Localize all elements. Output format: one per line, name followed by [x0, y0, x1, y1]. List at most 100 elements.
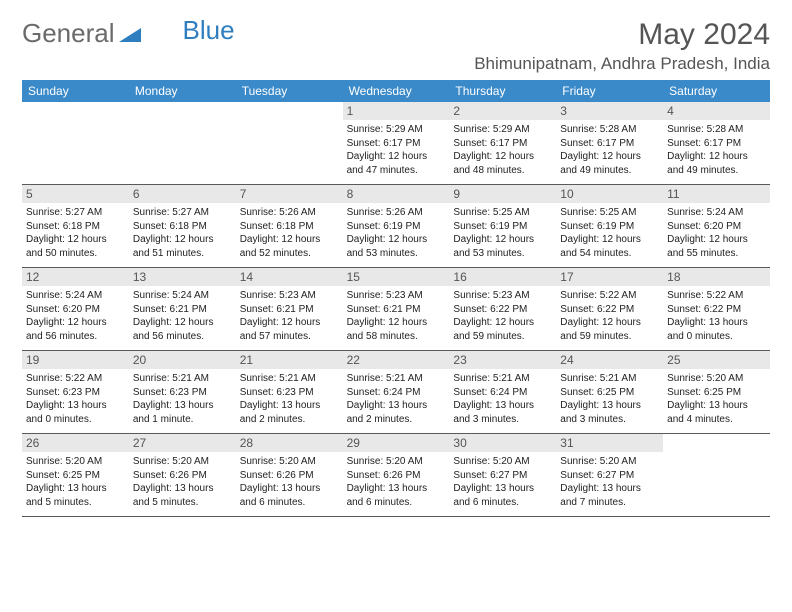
- day-number: 16: [449, 268, 556, 286]
- sun-info: Sunrise: 5:20 AMSunset: 6:26 PMDaylight:…: [133, 455, 232, 509]
- sun-info: Sunrise: 5:22 AMSunset: 6:22 PMDaylight:…: [560, 289, 659, 343]
- brand-triangle-icon: [119, 18, 141, 49]
- sun-info: Sunrise: 5:25 AMSunset: 6:19 PMDaylight:…: [560, 206, 659, 260]
- sun-info: Sunrise: 5:20 AMSunset: 6:27 PMDaylight:…: [453, 455, 552, 509]
- day-cell: 18Sunrise: 5:22 AMSunset: 6:22 PMDayligh…: [663, 268, 770, 350]
- day-number: 21: [236, 351, 343, 369]
- day-number: 2: [449, 102, 556, 120]
- location: Bhimunipatnam, Andhra Pradesh, India: [474, 54, 770, 74]
- day-number: 28: [236, 434, 343, 452]
- sun-info: Sunrise: 5:20 AMSunset: 6:25 PMDaylight:…: [26, 455, 125, 509]
- day-cell: 31Sunrise: 5:20 AMSunset: 6:27 PMDayligh…: [556, 434, 663, 516]
- day-number: 17: [556, 268, 663, 286]
- sun-info: Sunrise: 5:28 AMSunset: 6:17 PMDaylight:…: [667, 123, 766, 177]
- day-number: 15: [343, 268, 450, 286]
- sun-info: Sunrise: 5:27 AMSunset: 6:18 PMDaylight:…: [26, 206, 125, 260]
- day-cell: 30 Sunrise: 5:20 AMSunset: 6:27 PMDayligh…: [449, 434, 556, 516]
- day-number: 9: [449, 185, 556, 203]
- sun-info: Sunrise: 5:21 AMSunset: 6:24 PMDaylight:…: [453, 372, 552, 426]
- day-number: 27: [129, 434, 236, 452]
- weekday-header: Friday: [556, 80, 663, 102]
- sun-info: Sunrise: 5:24 AMSunset: 6:20 PMDaylight:…: [667, 206, 766, 260]
- sun-info: Sunrise: 5:23 AMSunset: 6:21 PMDaylight:…: [240, 289, 339, 343]
- brand-logo: General Blue: [22, 18, 235, 49]
- week-row: 26 Sunrise: 5:20 AMSunset: 6:25 PMDayligh…: [22, 434, 770, 517]
- weekday-header: Thursday: [449, 80, 556, 102]
- day-cell: 14Sunrise: 5:23 AMSunset: 6:21 PMDayligh…: [236, 268, 343, 350]
- day-number: 24: [556, 351, 663, 369]
- sun-info: Sunrise: 5:29 AMSunset: 6:17 PMDaylight:…: [347, 123, 446, 177]
- day-cell: 20Sunrise: 5:21 AMSunset: 6:23 PMDayligh…: [129, 351, 236, 433]
- sun-info: Sunrise: 5:21 AMSunset: 6:23 PMDaylight:…: [240, 372, 339, 426]
- week-row: 19 Sunrise: 5:22 AMSunset: 6:23 PMDayligh…: [22, 351, 770, 434]
- week-row: 12 Sunrise: 5:24 AMSunset: 6:20 PMDayligh…: [22, 268, 770, 351]
- day-number: 19: [22, 351, 129, 369]
- sun-info: Sunrise: 5:20 AMSunset: 6:26 PMDaylight:…: [240, 455, 339, 509]
- sun-info: Sunrise: 5:20 AMSunset: 6:26 PMDaylight:…: [347, 455, 446, 509]
- sun-info: Sunrise: 5:22 AMSunset: 6:23 PMDaylight:…: [26, 372, 125, 426]
- month-title: May 2024: [474, 18, 770, 52]
- sun-info: Sunrise: 5:29 AMSunset: 6:17 PMDaylight:…: [453, 123, 552, 177]
- day-cell: 7 Sunrise: 5:26 AMSunset: 6:18 PMDaylight…: [236, 185, 343, 267]
- day-cell: 5Sunrise: 5:27 AMSunset: 6:18 PMDaylight…: [22, 185, 129, 267]
- day-number: 22: [343, 351, 450, 369]
- sun-info: Sunrise: 5:23 AMSunset: 6:21 PMDaylight:…: [347, 289, 446, 343]
- day-cell: 21 Sunrise: 5:21 AMSunset: 6:23 PMDayligh…: [236, 351, 343, 433]
- day-number: 18: [663, 268, 770, 286]
- day-number: 8: [343, 185, 450, 203]
- day-number: 20: [129, 351, 236, 369]
- day-cell: 26 Sunrise: 5:20 AMSunset: 6:25 PMDayligh…: [22, 434, 129, 516]
- day-cell: 28 Sunrise: 5:20 AMSunset: 6:26 PMDayligh…: [236, 434, 343, 516]
- weeks-container: 1Sunrise: 5:29 AMSunset: 6:17 PMDaylight…: [22, 102, 770, 517]
- day-cell: 3Sunrise: 5:28 AMSunset: 6:17 PMDaylight…: [556, 102, 663, 184]
- calendar-grid: SundayMondayTuesdayWednesdayThursdayFrid…: [22, 80, 770, 517]
- day-cell: 13 Sunrise: 5:24 AMSunset: 6:21 PMDayligh…: [129, 268, 236, 350]
- day-cell: 25 Sunrise: 5:20 AMSunset: 6:25 PMDayligh…: [663, 351, 770, 433]
- day-number: 13: [129, 268, 236, 286]
- day-cell: 9 Sunrise: 5:25 AMSunset: 6:19 PMDaylight…: [449, 185, 556, 267]
- sun-info: Sunrise: 5:24 AMSunset: 6:21 PMDaylight:…: [133, 289, 232, 343]
- day-cell: [236, 102, 343, 184]
- sun-info: Sunrise: 5:23 AMSunset: 6:22 PMDaylight:…: [453, 289, 552, 343]
- day-number: 1: [343, 102, 450, 120]
- day-number: 26: [22, 434, 129, 452]
- day-cell: 12 Sunrise: 5:24 AMSunset: 6:20 PMDayligh…: [22, 268, 129, 350]
- weekday-header: Tuesday: [236, 80, 343, 102]
- weekday-header: Monday: [129, 80, 236, 102]
- day-number: 12: [22, 268, 129, 286]
- sun-info: Sunrise: 5:26 AMSunset: 6:19 PMDaylight:…: [347, 206, 446, 260]
- day-number: 10: [556, 185, 663, 203]
- day-number: 30: [449, 434, 556, 452]
- sun-info: Sunrise: 5:28 AMSunset: 6:17 PMDaylight:…: [560, 123, 659, 177]
- week-row: 1Sunrise: 5:29 AMSunset: 6:17 PMDaylight…: [22, 102, 770, 185]
- sun-info: Sunrise: 5:24 AMSunset: 6:20 PMDaylight:…: [26, 289, 125, 343]
- sun-info: Sunrise: 5:20 AMSunset: 6:25 PMDaylight:…: [667, 372, 766, 426]
- brand-part2: Blue: [183, 15, 235, 46]
- brand-part1: General: [22, 18, 115, 49]
- header: General Blue May 2024 Bhimunipatnam, And…: [22, 18, 770, 74]
- weekday-header: Sunday: [22, 80, 129, 102]
- sun-info: Sunrise: 5:27 AMSunset: 6:18 PMDaylight:…: [133, 206, 232, 260]
- sun-info: Sunrise: 5:20 AMSunset: 6:27 PMDaylight:…: [560, 455, 659, 509]
- day-number: 23: [449, 351, 556, 369]
- day-cell: [22, 102, 129, 184]
- day-cell: 22Sunrise: 5:21 AMSunset: 6:24 PMDayligh…: [343, 351, 450, 433]
- day-number: 25: [663, 351, 770, 369]
- sun-info: Sunrise: 5:25 AMSunset: 6:19 PMDaylight:…: [453, 206, 552, 260]
- day-cell: 11Sunrise: 5:24 AMSunset: 6:20 PMDayligh…: [663, 185, 770, 267]
- day-cell: 23 Sunrise: 5:21 AMSunset: 6:24 PMDayligh…: [449, 351, 556, 433]
- day-number: 4: [663, 102, 770, 120]
- day-cell: [129, 102, 236, 184]
- day-cell: 17 Sunrise: 5:22 AMSunset: 6:22 PMDayligh…: [556, 268, 663, 350]
- calendar-page: General Blue May 2024 Bhimunipatnam, And…: [0, 0, 792, 535]
- day-cell: 29Sunrise: 5:20 AMSunset: 6:26 PMDayligh…: [343, 434, 450, 516]
- day-cell: 15 Sunrise: 5:23 AMSunset: 6:21 PMDayligh…: [343, 268, 450, 350]
- day-cell: 8 Sunrise: 5:26 AMSunset: 6:19 PMDaylight…: [343, 185, 450, 267]
- sun-info: Sunrise: 5:26 AMSunset: 6:18 PMDaylight:…: [240, 206, 339, 260]
- day-cell: 27 Sunrise: 5:20 AMSunset: 6:26 PMDayligh…: [129, 434, 236, 516]
- weekday-header: Saturday: [663, 80, 770, 102]
- week-row: 5Sunrise: 5:27 AMSunset: 6:18 PMDaylight…: [22, 185, 770, 268]
- day-number: 7: [236, 185, 343, 203]
- day-cell: 2 Sunrise: 5:29 AMSunset: 6:17 PMDaylight…: [449, 102, 556, 184]
- day-cell: 10 Sunrise: 5:25 AMSunset: 6:19 PMDayligh…: [556, 185, 663, 267]
